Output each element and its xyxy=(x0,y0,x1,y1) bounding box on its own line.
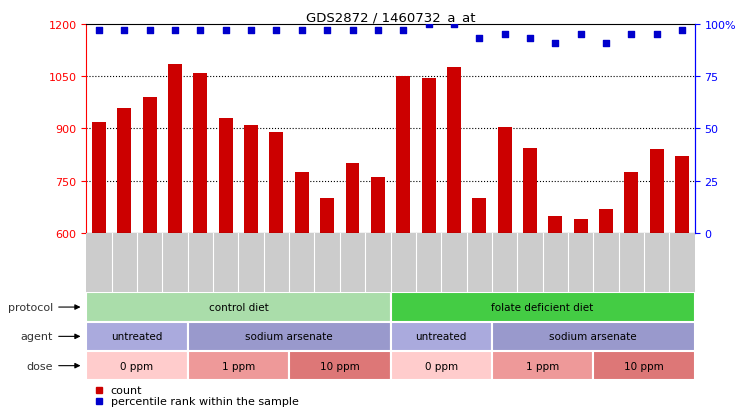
Bar xyxy=(421,79,436,233)
Text: percentile rank within the sample: percentile rank within the sample xyxy=(110,396,299,406)
Text: dose: dose xyxy=(26,361,53,371)
Bar xyxy=(574,220,587,233)
Bar xyxy=(320,199,334,233)
Text: 10 ppm: 10 ppm xyxy=(624,361,664,371)
Point xyxy=(626,32,638,38)
Text: sodium arsenate: sodium arsenate xyxy=(550,332,637,342)
Text: 1 ppm: 1 ppm xyxy=(526,361,559,371)
Text: agent: agent xyxy=(20,332,53,342)
Point xyxy=(549,40,561,47)
Bar xyxy=(86,293,391,322)
Point xyxy=(93,28,105,34)
Point xyxy=(397,28,409,34)
Point xyxy=(423,21,435,28)
Bar xyxy=(675,157,689,233)
Title: GDS2872 / 1460732_a_at: GDS2872 / 1460732_a_at xyxy=(306,11,475,24)
Point xyxy=(372,28,384,34)
Text: untreated: untreated xyxy=(111,332,163,342)
Bar xyxy=(447,68,461,233)
Bar xyxy=(244,126,258,233)
Point xyxy=(448,21,460,28)
Bar xyxy=(86,322,188,351)
Bar xyxy=(492,351,593,380)
Bar xyxy=(498,128,511,233)
Text: protocol: protocol xyxy=(8,302,53,312)
Bar xyxy=(117,108,131,233)
Bar xyxy=(143,98,157,233)
Bar xyxy=(472,199,486,233)
Point xyxy=(676,28,688,34)
Text: 0 ppm: 0 ppm xyxy=(424,361,458,371)
Bar xyxy=(593,351,695,380)
Text: count: count xyxy=(110,385,142,395)
Point xyxy=(143,28,155,34)
Point xyxy=(650,32,662,38)
Text: 1 ppm: 1 ppm xyxy=(222,361,255,371)
Point xyxy=(195,28,207,34)
Bar xyxy=(219,119,233,233)
Point xyxy=(296,28,308,34)
Point xyxy=(245,28,257,34)
Bar xyxy=(391,322,492,351)
Bar xyxy=(371,178,385,233)
Bar xyxy=(391,351,492,380)
Bar xyxy=(188,351,289,380)
Point xyxy=(524,36,536,43)
Bar xyxy=(188,322,391,351)
Text: folate deficient diet: folate deficient diet xyxy=(491,302,594,312)
Bar xyxy=(345,164,360,233)
Bar xyxy=(295,173,309,233)
Bar xyxy=(194,74,207,233)
Bar xyxy=(523,148,537,233)
Bar xyxy=(548,216,562,233)
Text: untreated: untreated xyxy=(415,332,467,342)
Bar xyxy=(650,150,664,233)
Text: 0 ppm: 0 ppm xyxy=(120,361,154,371)
Bar xyxy=(168,65,182,233)
Text: 10 ppm: 10 ppm xyxy=(320,361,360,371)
Point xyxy=(473,36,485,43)
Bar xyxy=(492,322,695,351)
Point xyxy=(119,28,131,34)
Bar xyxy=(391,293,695,322)
Text: control diet: control diet xyxy=(209,302,268,312)
Point xyxy=(270,28,282,34)
Point xyxy=(169,28,181,34)
Point xyxy=(346,28,358,34)
Bar xyxy=(397,77,410,233)
Point xyxy=(575,32,587,38)
Bar xyxy=(624,173,638,233)
Point xyxy=(220,28,232,34)
Bar xyxy=(92,122,106,233)
Bar xyxy=(599,209,613,233)
Point xyxy=(600,40,612,47)
Bar xyxy=(289,351,391,380)
Bar xyxy=(270,133,283,233)
Point xyxy=(499,32,511,38)
Bar xyxy=(86,351,188,380)
Point xyxy=(321,28,333,34)
Text: sodium arsenate: sodium arsenate xyxy=(246,332,333,342)
